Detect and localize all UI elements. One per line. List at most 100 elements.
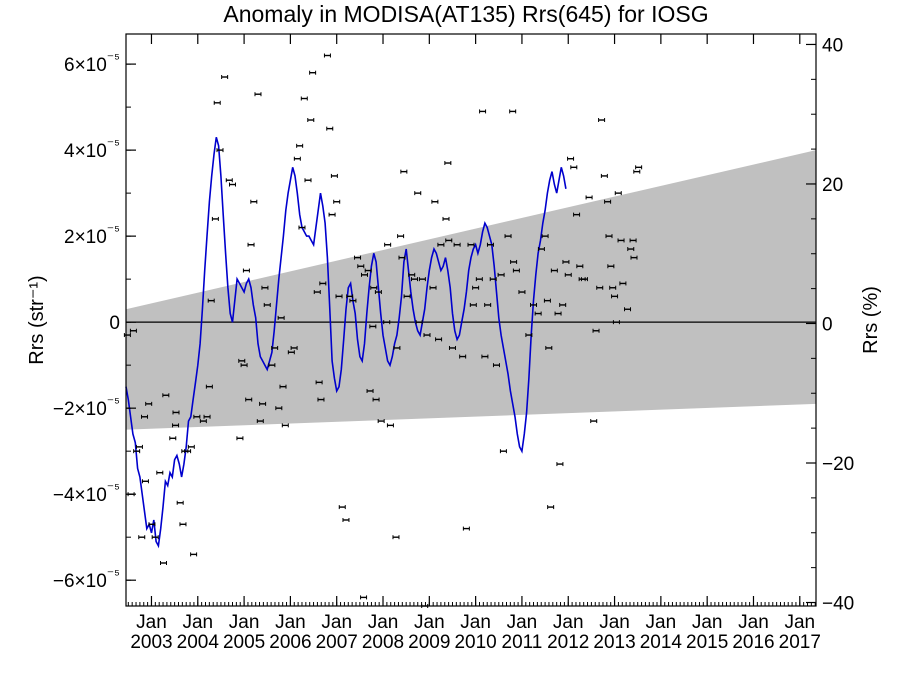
data-point — [635, 165, 643, 170]
data-point — [573, 212, 581, 217]
data-point — [354, 255, 362, 260]
data-point — [554, 311, 562, 316]
x-tick-month: Jan — [414, 612, 445, 633]
data-point — [453, 242, 461, 247]
data-point — [172, 423, 180, 428]
data-point — [509, 109, 517, 114]
data-point — [193, 414, 201, 419]
data-point — [330, 173, 338, 178]
data-point — [242, 268, 250, 273]
data-point — [268, 363, 276, 368]
data-point — [444, 161, 452, 166]
data-point — [580, 277, 588, 282]
y2-tick-label: −20 — [822, 454, 854, 475]
data-point — [600, 173, 608, 178]
data-point — [313, 290, 321, 295]
data-point — [431, 199, 439, 204]
x-tick-month: Jan — [646, 612, 677, 633]
smoothed-anomaly-line — [125, 136, 567, 549]
data-point — [275, 406, 283, 411]
data-point — [254, 92, 262, 97]
data-point — [141, 414, 149, 419]
data-point — [203, 414, 211, 419]
data-point — [630, 255, 638, 260]
data-point — [287, 350, 295, 355]
x-tick-year: 2003 — [130, 632, 172, 653]
data-point — [172, 410, 180, 415]
data-point — [624, 307, 632, 312]
data-point — [484, 302, 492, 307]
x-tick-year: 2006 — [269, 632, 311, 653]
data-point — [611, 294, 619, 299]
x-tick-month: Jan — [507, 612, 538, 633]
x-tick-year: 2013 — [593, 632, 635, 653]
data-point — [609, 285, 617, 290]
data-point — [129, 328, 137, 333]
x-tick-year: 2007 — [316, 632, 358, 653]
data-point — [499, 449, 507, 454]
data-point — [585, 195, 593, 200]
data-point — [397, 234, 405, 239]
x-tick-month: Jan — [182, 612, 213, 633]
data-point — [342, 517, 350, 522]
data-point — [179, 522, 187, 527]
data-point — [300, 96, 308, 101]
y-tick-label: 6×10⁻⁵ — [64, 50, 120, 76]
data-point — [184, 449, 192, 454]
data-point — [236, 436, 244, 441]
x-tick-month: Jan — [784, 612, 815, 633]
data-point — [199, 419, 207, 424]
data-point — [162, 393, 170, 398]
data-point — [570, 165, 578, 170]
data-point — [360, 595, 368, 600]
data-point — [338, 505, 346, 510]
data-point — [213, 100, 221, 105]
data-point — [366, 388, 374, 393]
data-point — [564, 272, 572, 277]
data-point — [176, 500, 184, 505]
data-point — [247, 242, 255, 247]
data-point — [442, 216, 450, 221]
data-point — [400, 169, 408, 174]
data-point — [590, 419, 598, 424]
data-point — [145, 401, 153, 406]
x-tick-month: Jan — [460, 612, 491, 633]
data-point — [414, 191, 422, 196]
data-point — [541, 234, 549, 239]
data-point — [633, 169, 641, 174]
data-point — [211, 216, 219, 221]
data-point — [627, 247, 635, 252]
y-tick-label: −2×10⁻⁵ — [53, 394, 120, 420]
data-point — [596, 285, 604, 290]
data-point — [437, 242, 445, 247]
data-point — [261, 285, 269, 290]
x-tick-month: Jan — [599, 612, 630, 633]
band-layer — [126, 150, 816, 430]
data-point — [408, 272, 416, 277]
x-tick-month: Jan — [136, 612, 167, 633]
data-point — [492, 363, 500, 368]
data-point — [205, 384, 213, 389]
data-point — [333, 199, 341, 204]
y2-tick-label: −40 — [822, 594, 854, 615]
x-tick-year: 2005 — [223, 632, 265, 653]
plot-frame — [125, 33, 817, 607]
data-point — [229, 182, 237, 187]
data-point — [256, 419, 264, 424]
data-point — [298, 225, 306, 230]
data-point — [567, 156, 575, 161]
data-point — [612, 320, 620, 325]
data-point — [250, 199, 258, 204]
y-tick-label: 2×10⁻⁵ — [64, 222, 120, 248]
data-point — [559, 302, 567, 307]
data-point — [221, 75, 229, 80]
data-point — [562, 259, 570, 264]
y2-tick-label: 0 — [822, 314, 833, 335]
data-point — [392, 535, 400, 540]
y-tick-label: −4×10⁻⁵ — [53, 480, 120, 506]
data-point — [629, 238, 637, 243]
data-point — [133, 449, 141, 454]
data-point — [328, 212, 336, 217]
data-point — [148, 522, 156, 527]
data-point — [281, 423, 289, 428]
